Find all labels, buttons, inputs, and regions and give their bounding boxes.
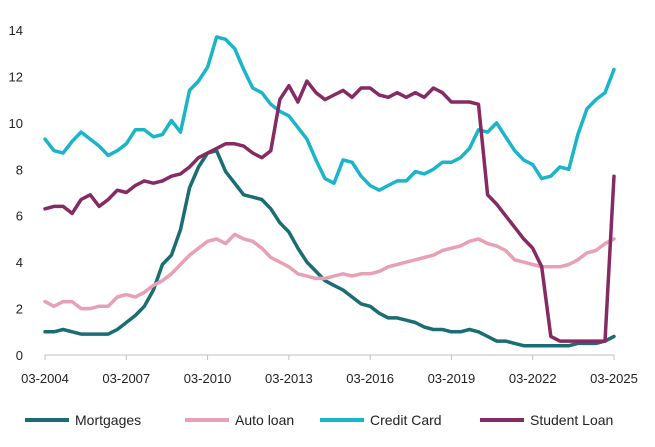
x-tick-label: 03-2007 <box>102 371 150 386</box>
series-line-credit-card <box>43 35 616 192</box>
y-tick-label: 14 <box>9 23 23 38</box>
y-tick-label: 8 <box>16 162 23 177</box>
y-tick-label: 4 <box>16 255 23 270</box>
x-tick-label: 03-2016 <box>346 371 394 386</box>
x-tick-label: 03-2010 <box>184 371 232 386</box>
x-axis-ticks: 03-2004 03-2007 03-2010 03-2013 03-2016 03-20… <box>21 355 638 386</box>
y-axis-ticks: 0 2 4 6 8 10 12 14 <box>9 23 23 363</box>
x-tick-label: 03-2004 <box>21 371 69 386</box>
series-line-auto-loan <box>43 232 616 311</box>
x-tick-label: 03-2013 <box>265 371 313 386</box>
y-tick-label: 0 <box>16 348 23 363</box>
y-tick-label: 2 <box>16 302 23 317</box>
legend: Mortgages Auto loan Credit Card Student Loa… <box>25 412 613 428</box>
y-tick-label: 12 <box>9 69 23 84</box>
legend-label: Credit Card <box>370 412 442 428</box>
series-line-mortgages <box>43 148 616 348</box>
series-line-student-loan <box>43 79 616 343</box>
legend-label: Auto loan <box>235 412 294 428</box>
y-tick-label: 10 <box>9 116 23 131</box>
x-tick-label: 03-2025 <box>590 371 638 386</box>
x-tick-label: 03-2022 <box>509 371 557 386</box>
legend-label: Mortgages <box>75 412 141 428</box>
series-lines <box>43 35 616 348</box>
x-tick-label: 03-2019 <box>428 371 476 386</box>
y-tick-label: 6 <box>16 209 23 224</box>
legend-label: Student Loan <box>530 412 613 428</box>
